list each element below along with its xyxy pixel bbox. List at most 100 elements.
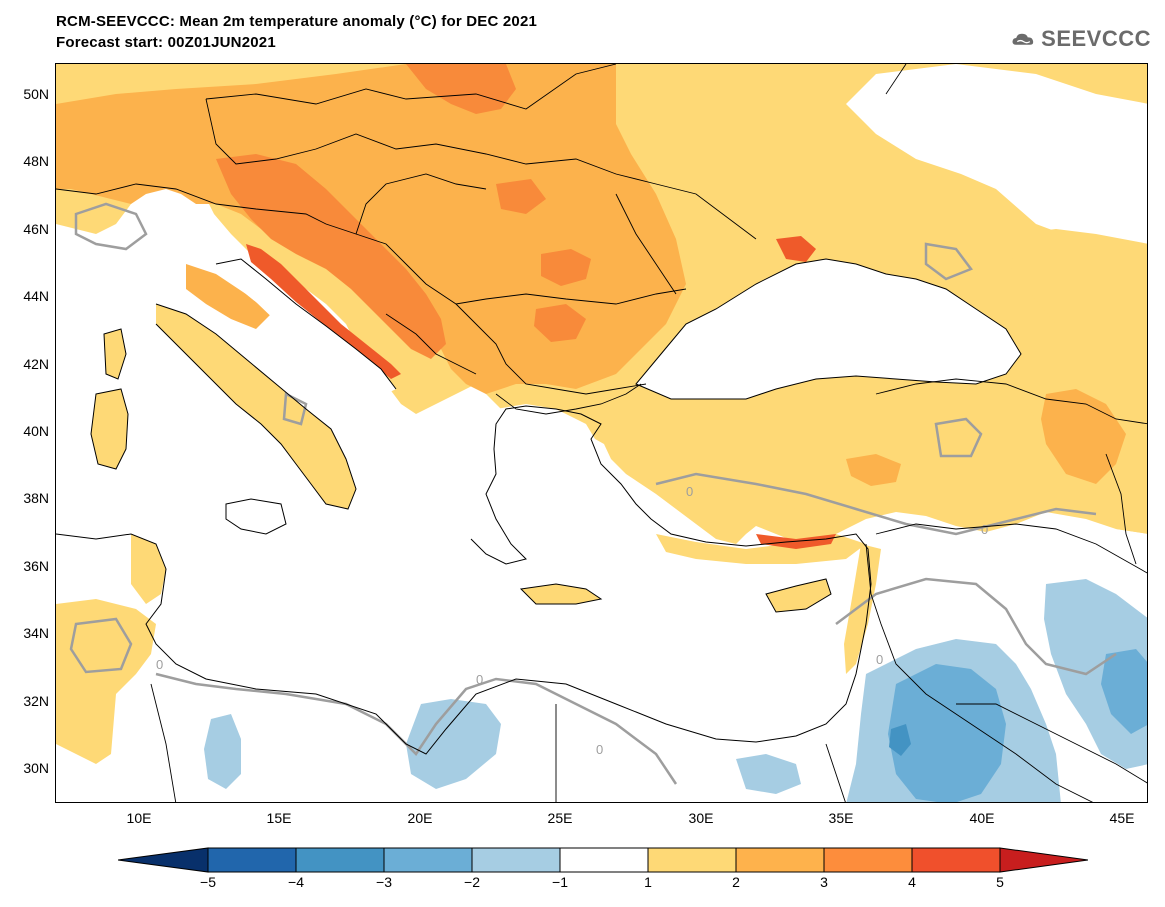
colorbar-label-minus2: −2: [464, 874, 480, 890]
zero-contour-black-sea-east: [924, 242, 973, 281]
map-panel[interactable]: 0 0 0 0 0 0: [55, 63, 1148, 803]
zero-contour-turkey: [655, 472, 1097, 536]
colorbar: [117, 845, 1089, 875]
lon-label-25e: 25E: [547, 810, 573, 826]
border-line: [825, 743, 846, 802]
colorbar-label-4: 4: [908, 874, 916, 890]
anomaly-region-crete: [521, 584, 601, 604]
border-line: [865, 543, 1094, 802]
colorbar-segment-3-4: [823, 847, 913, 873]
colorbar-segment-1-2: [647, 847, 737, 873]
adriatic-sea: [216, 259, 396, 399]
border-line: [385, 313, 477, 375]
zero-contours: [69, 202, 1117, 785]
border-line: [885, 64, 907, 95]
anomaly-region-4-5-crimea: [776, 236, 816, 262]
contour-label-2: 0: [686, 484, 693, 499]
forecast-start-label: Forecast start: 00Z01JUN2021: [56, 34, 276, 51]
seevccc-logo: SEEVCCC: [1011, 20, 1151, 58]
lon-label-45e: 45E: [1109, 810, 1135, 826]
border-line: [56, 183, 687, 305]
colorbar-segment-4-5: [911, 847, 1001, 873]
anomaly-region-3-4-hungary: [496, 179, 546, 214]
colorbar-label-5: 5: [996, 874, 1004, 890]
coastline: [90, 388, 129, 470]
colorbar-graphic: [117, 847, 1089, 873]
contour-label-3: 0: [876, 652, 883, 667]
border-line: [1105, 453, 1137, 565]
colorbar-label-minus5: −5: [200, 874, 216, 890]
colorbar-segment-3-2: [383, 847, 473, 873]
lat-label-30n: 30N: [23, 760, 49, 776]
anomaly-region-2-3-anatolia: [846, 454, 901, 486]
anomaly-region-3-4-romania: [541, 249, 591, 286]
anomaly-region-minus-1-2-libya: [406, 699, 501, 789]
zero-contour-anatolia: [934, 417, 983, 458]
border-line: [495, 383, 642, 415]
anomaly-region-minus-3-4: [889, 724, 911, 756]
anomaly-region-2-3: [56, 64, 686, 394]
border-line: [875, 523, 1147, 574]
colorbar-segment-above-5: [999, 847, 1089, 873]
border-line: [956, 703, 1147, 784]
colorbar-segment-neutral: [559, 847, 649, 873]
coastline: [635, 258, 1022, 400]
anomaly-region-minus-1-2-libya-west: [204, 714, 241, 789]
anomaly-region-2-3-italy: [186, 264, 271, 329]
anomaly-region-minus-2-3: [888, 664, 1006, 802]
anomaly-region-3-4-north: [406, 64, 516, 114]
coastline: [155, 303, 357, 510]
lon-label-30e: 30E: [688, 810, 714, 826]
lat-label-44n: 44N: [23, 288, 49, 304]
anomaly-region-levant: [844, 544, 881, 674]
coastline: [225, 498, 287, 535]
colorbar-label-2: 2: [732, 874, 740, 890]
anomaly-region-anatolia: [746, 424, 936, 509]
colorbar-label-minus3: −3: [376, 874, 392, 890]
colorbar-segment-5-4: [207, 847, 297, 873]
contour-label-1: 0: [476, 672, 483, 687]
lon-label-40e: 40E: [969, 810, 995, 826]
coastline: [519, 583, 603, 605]
lat-label-32n: 32N: [23, 693, 49, 709]
lat-label-38n: 38N: [23, 490, 49, 506]
anomaly-region-minus-1-2-egypt: [736, 754, 801, 794]
colorbar-label-1: 1: [644, 874, 652, 890]
lat-label-48n: 48N: [23, 153, 49, 169]
border-line: [875, 378, 1147, 425]
country-borders: [56, 64, 1147, 802]
lat-label-46n: 46N: [23, 221, 49, 237]
border-line: [615, 193, 677, 295]
colorbar-label-3: 3: [820, 874, 828, 890]
colorbar-label-minus1: −1: [552, 874, 568, 890]
anomaly-map[interactable]: 0 0 0 0 0 0: [56, 64, 1148, 803]
contour-label-6: 0: [156, 657, 163, 672]
coastline: [765, 578, 832, 613]
lat-label-34n: 34N: [23, 625, 49, 641]
coastline: [215, 258, 397, 390]
zero-contour-alps: [74, 202, 148, 251]
anomaly-region-sardinia: [91, 389, 128, 469]
colorbar-segment-2-3: [735, 847, 825, 873]
lat-label-36n: 36N: [23, 558, 49, 574]
anomaly-region-tunisia: [131, 534, 166, 604]
contour-label-5: 0: [981, 522, 988, 537]
coastline: [56, 405, 872, 755]
border-line: [455, 303, 647, 395]
anomaly-region-corsica: [104, 329, 126, 379]
black-sea: [636, 259, 1021, 399]
lat-label-50n: 50N: [23, 86, 49, 102]
zero-contour-algeria: [69, 617, 133, 674]
colorbar-segment-2-1: [471, 847, 561, 873]
colorbar-label-minus4: −4: [288, 874, 304, 890]
anomaly-region-3-4: [216, 154, 446, 359]
colorbar-segment-below-5: [117, 847, 209, 873]
lon-label-35e: 35E: [828, 810, 854, 826]
anomaly-region-2-3-turkey: [1041, 389, 1126, 484]
map-title: RCM-SEEVCCC: Mean 2m temperature anomaly…: [56, 13, 538, 30]
anomaly-region-italy: [156, 304, 356, 509]
zero-contour-arabia: [835, 577, 1117, 676]
anomaly-region-minus-2-3-iraq: [1101, 649, 1147, 734]
zero-contour-italy: [282, 392, 308, 426]
zero-contour-north-africa: [155, 672, 678, 785]
